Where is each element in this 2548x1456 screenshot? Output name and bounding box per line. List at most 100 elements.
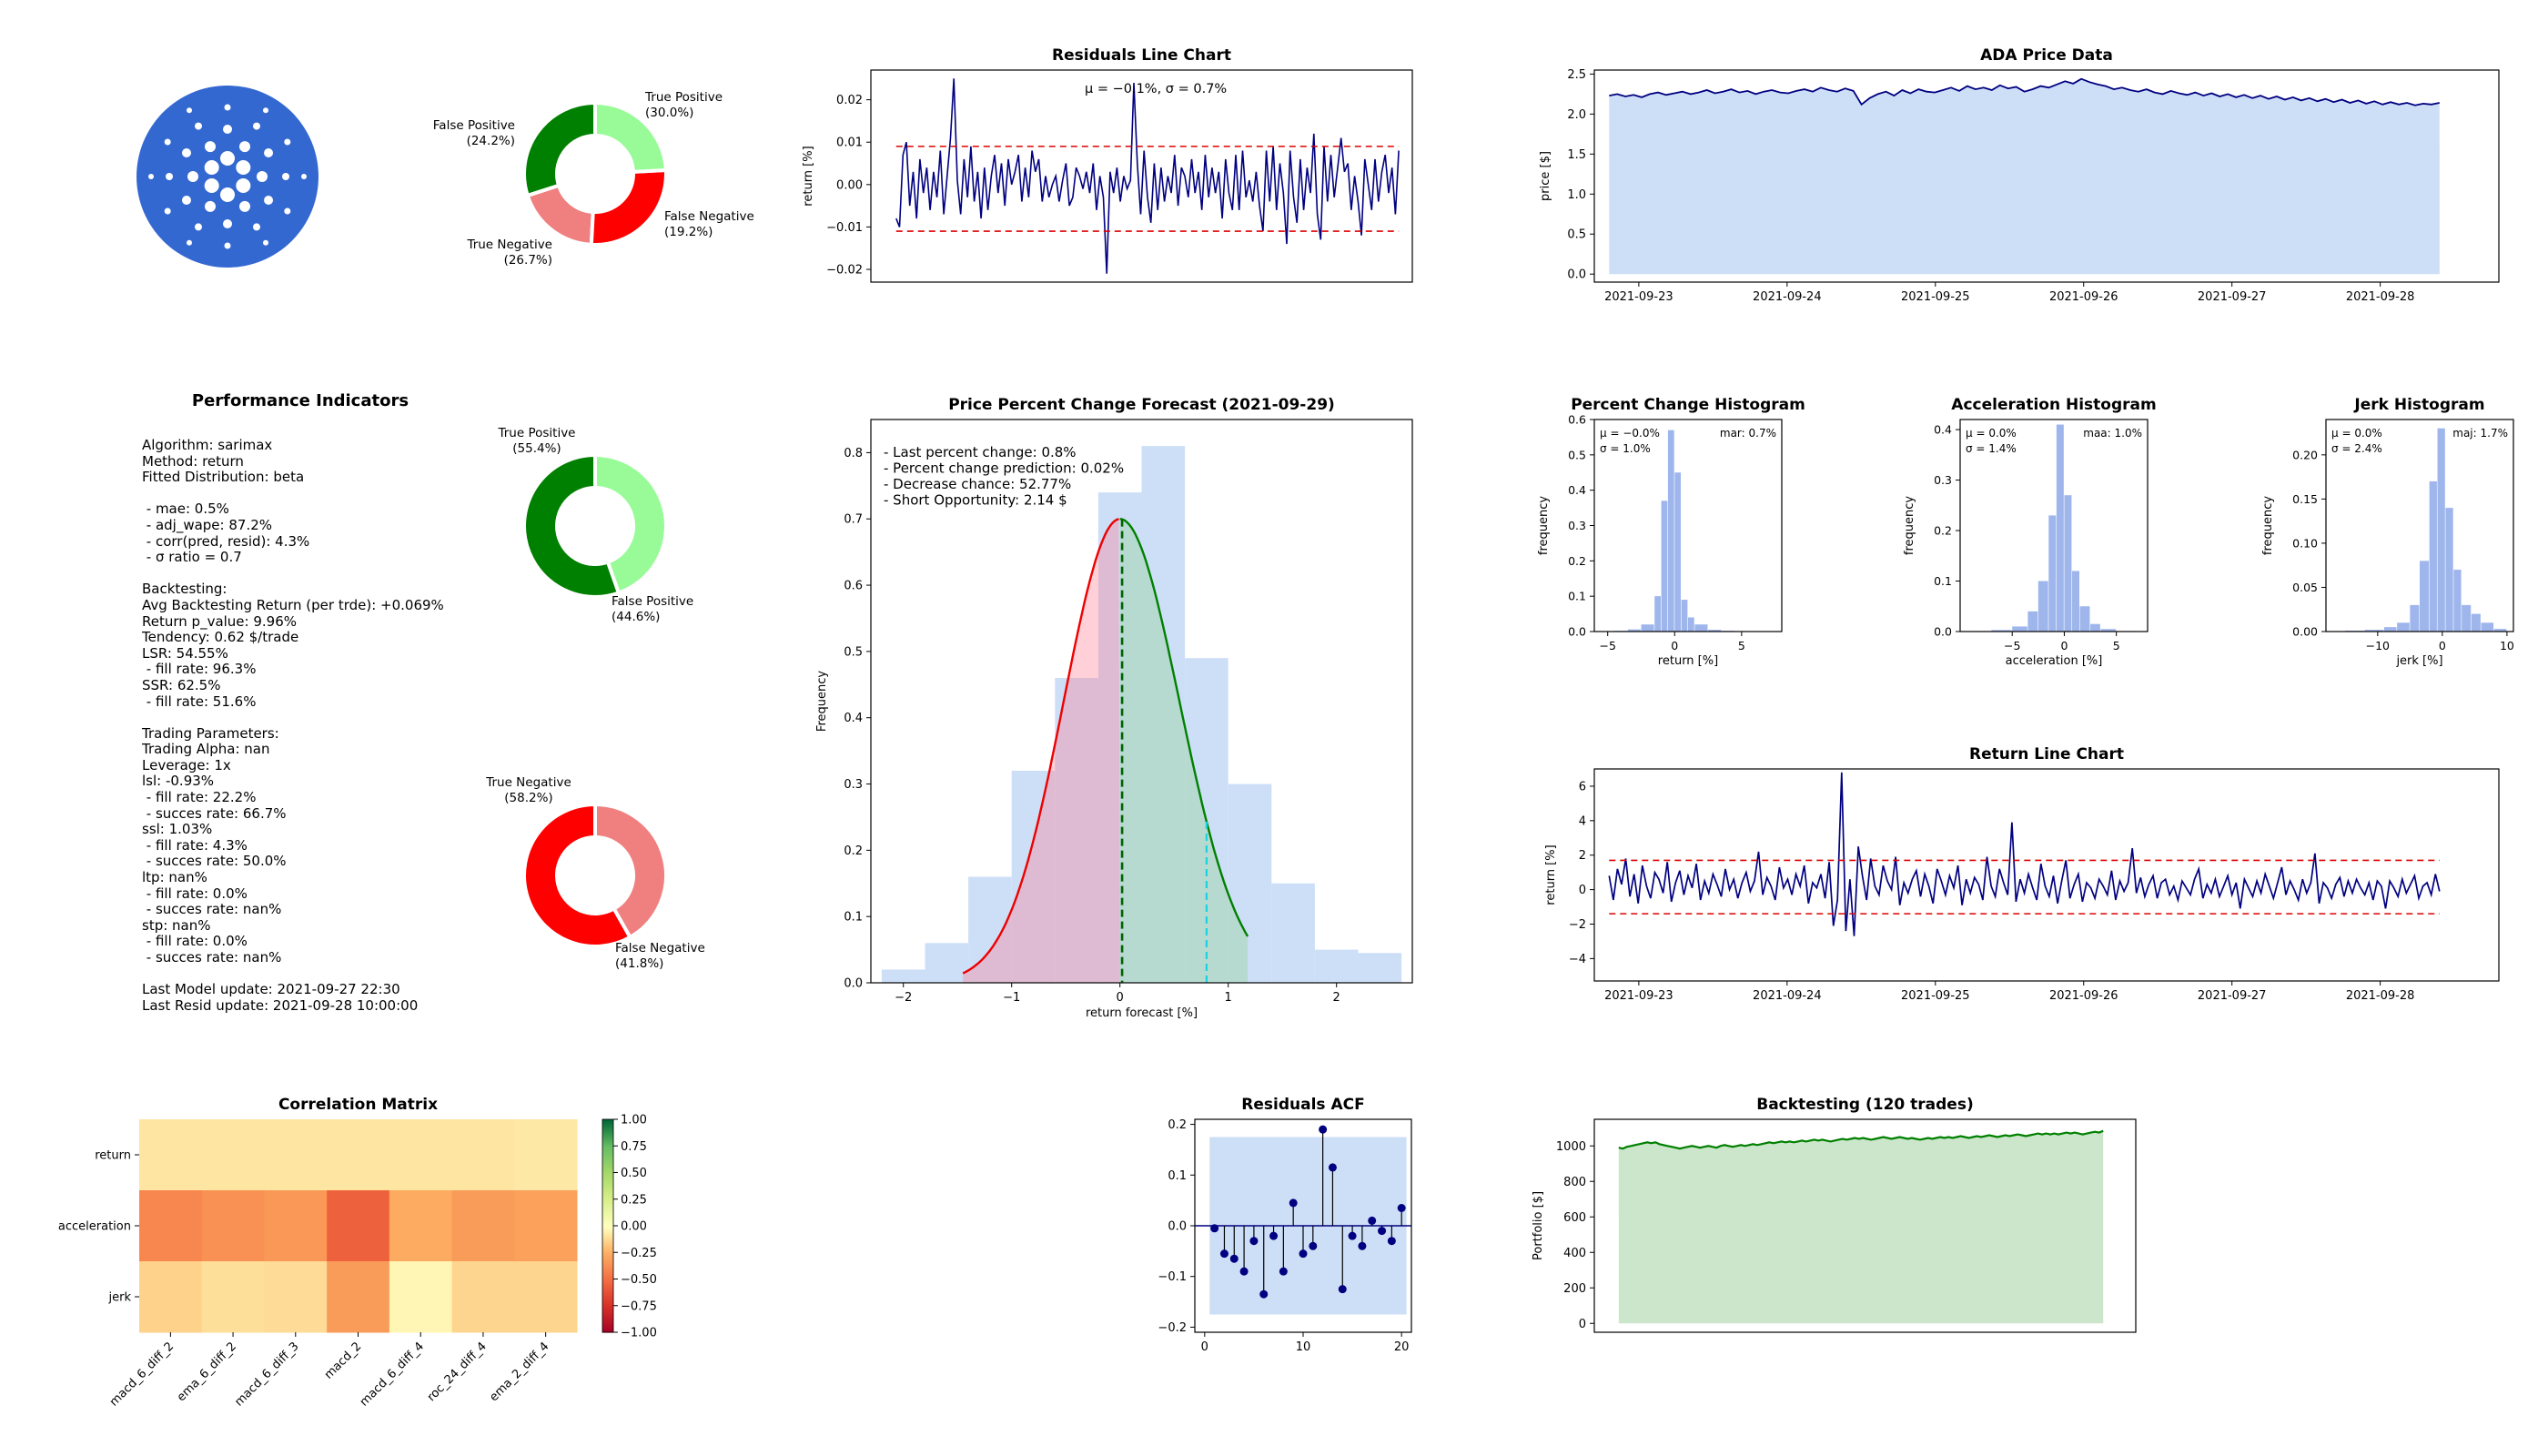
- donut-label: False Negative: [615, 941, 705, 956]
- colorbar-segment: [602, 1270, 613, 1274]
- forecast-chart: 0.0 0.1 0.2 0.3 0.4 0.5 0.6 0.7 0.8 −2 −1 0 1 2 Price …: [815, 396, 1413, 1020]
- colorbar-segment: [602, 1321, 613, 1325]
- forecast-hist-bar: [1271, 883, 1315, 983]
- donut-label: True Positive: [644, 90, 723, 105]
- logo-dot: [164, 138, 171, 146]
- performance-line: - σ ratio = 0.7: [142, 549, 242, 566]
- heatmap-cell: [139, 1119, 203, 1191]
- y-tick-label: −0.02: [826, 264, 863, 278]
- hist-bar: [2056, 424, 2064, 632]
- forecast-hist-bar: [1011, 770, 1056, 983]
- colorbar-label: 0.50: [621, 1167, 647, 1180]
- x-tick-label: 10: [1296, 1340, 1311, 1354]
- hist-bar: [2048, 515, 2057, 632]
- hist-bar: [1667, 430, 1674, 632]
- colorbar-segment: [602, 1325, 613, 1329]
- forecast-annotation: - Last percent change: 0.8%: [884, 444, 1077, 460]
- heatmap-col-label: macd_6_diff_2: [107, 1340, 177, 1409]
- forecast-annotation: - Percent change prediction: 0.02%: [884, 460, 1124, 477]
- hist-bar: [2493, 629, 2507, 632]
- heatmap-col-label: macd_6_diff_3: [232, 1340, 301, 1409]
- performance-line: - succes rate: nan%: [142, 901, 282, 918]
- acf-point: [1338, 1285, 1347, 1294]
- heatmap-cell: [389, 1190, 453, 1262]
- hist-bar: [2072, 571, 2080, 632]
- hist-bar: [2064, 495, 2072, 632]
- acf-point: [1279, 1267, 1288, 1276]
- y-tick-label: 0.00: [2292, 625, 2318, 639]
- y-tick-label: 0.5: [1568, 448, 1586, 461]
- heatmap-cell: [327, 1119, 390, 1191]
- hist-stat-annotation: σ = 1.0%: [1600, 442, 1651, 455]
- y-tick-label: 0.3: [1568, 519, 1586, 532]
- forecast-annotation: - Short Opportunity: 2.14 $: [884, 492, 1067, 509]
- y-tick-label: −0.2: [1158, 1321, 1187, 1335]
- donut-slice: [522, 802, 633, 948]
- acf-point: [1259, 1289, 1269, 1299]
- colorbar-segment: [602, 1164, 613, 1168]
- performance-line: - mae: 0.5%: [142, 500, 229, 518]
- performance-line: Trading Alpha: nan: [142, 741, 270, 758]
- colorbar-segment: [602, 1232, 613, 1235]
- x-tick-label: 0: [1671, 639, 1678, 652]
- donut-label: (55.4%): [512, 441, 561, 456]
- acf-point: [1210, 1224, 1219, 1233]
- colorbar-label: 1.00: [621, 1114, 647, 1127]
- colorbar-segment: [602, 1302, 613, 1306]
- colorbar-label: 0.75: [621, 1140, 647, 1154]
- decrease-area-fill: [963, 519, 1120, 983]
- x-tick-label: −10: [2366, 639, 2390, 652]
- colorbar-segment: [602, 1199, 613, 1203]
- chart-title: Backtesting (120 trades): [1756, 1096, 1973, 1114]
- x-tick-label: 5: [1738, 639, 1745, 652]
- chart-title: Return Line Chart: [1969, 745, 2124, 763]
- y-tick-label: 6: [1579, 780, 1586, 794]
- colorbar-segment: [602, 1317, 613, 1320]
- y-tick-label: 1.5: [1567, 148, 1586, 162]
- residuals-acf-chart: −0.2 −0.1 0.0 0.1 0.2 0 10 20 Residuals ACF: [1158, 1096, 1412, 1354]
- hist-stat-annotation: maj: 1.7%: [2452, 427, 2508, 440]
- logo-dot: [164, 207, 171, 215]
- y-tick-label: 0.4: [1568, 483, 1586, 497]
- performance-line: [142, 566, 473, 582]
- colorbar-segment: [602, 1249, 613, 1252]
- acf-point: [1328, 1163, 1337, 1172]
- y-axis-label: frequency: [2261, 496, 2275, 556]
- colorbar-segment: [602, 1202, 613, 1206]
- acf-point: [1269, 1231, 1279, 1240]
- hist-bar: [2437, 428, 2445, 632]
- colorbar-segment: [602, 1134, 613, 1138]
- colorbar-segment: [602, 1266, 613, 1269]
- donut-label: (58.2%): [504, 791, 552, 805]
- colorbar-segment: [602, 1268, 613, 1271]
- forecast-hist-bar: [1097, 492, 1142, 983]
- y-axis-label: frequency: [1537, 496, 1551, 556]
- heatmap-cell: [201, 1190, 265, 1262]
- performance-line: - fill rate: 22.2%: [142, 789, 257, 806]
- y-tick-label: 0.1: [1934, 574, 1952, 588]
- performance-line: Last Model update: 2021-09-27 22:30: [142, 981, 400, 998]
- logo-dot: [236, 160, 251, 175]
- donut-label: False Positive: [612, 594, 693, 609]
- logo-dot: [239, 200, 250, 212]
- logo-dot: [204, 178, 219, 193]
- x-tick-label: −2: [895, 991, 912, 1005]
- hist-stat-annotation: μ = 0.0%: [2331, 427, 2382, 440]
- x-tick-label: 2021-09-26: [2049, 290, 2118, 304]
- y-tick-label: 1.0: [1567, 188, 1586, 202]
- colorbar-segment: [602, 1126, 613, 1128]
- colorbar-segment: [602, 1161, 613, 1165]
- hist-bar: [2397, 622, 2410, 632]
- heatmap-cell: [389, 1119, 453, 1191]
- donut-slice: [522, 100, 597, 198]
- heatmap-cell: [139, 1261, 203, 1333]
- colorbar-segment: [602, 1291, 613, 1295]
- y-tick-label: 0.0: [1168, 1220, 1187, 1234]
- forecast-hist-bar: [1141, 446, 1186, 984]
- x-axis-label: return [%]: [1658, 654, 1718, 668]
- performance-line: Fitted Distribution: beta: [142, 469, 305, 486]
- logo-dot: [224, 242, 231, 249]
- heatmap-col-label: roc_24_diff_4: [425, 1340, 490, 1404]
- acf-point: [1378, 1227, 1387, 1236]
- heatmap-cell: [514, 1261, 578, 1333]
